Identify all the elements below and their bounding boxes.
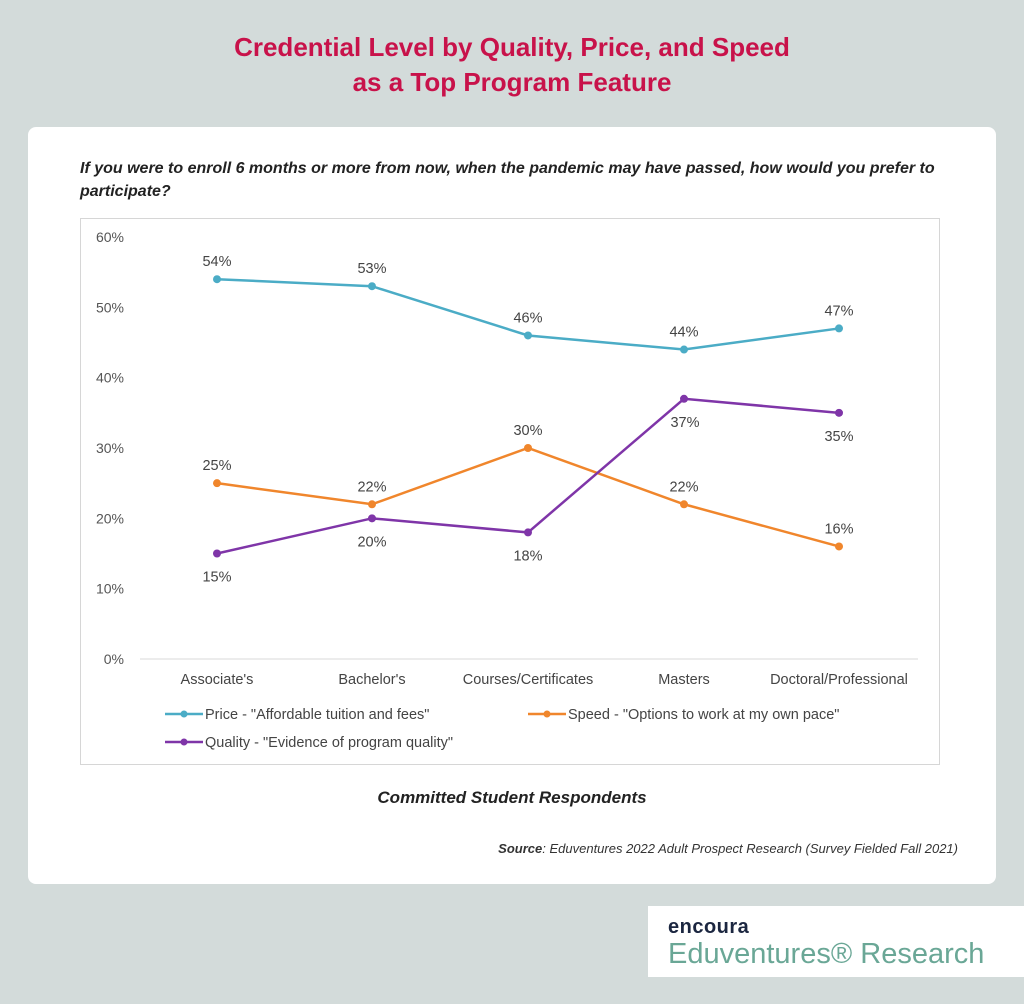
data-point [213,275,221,284]
y-tick-label: 20% [96,510,124,526]
chart-frame [80,218,940,765]
data-point [213,549,221,558]
data-label: 37% [670,415,699,431]
y-tick-label: 10% [96,581,124,597]
x-tick-label: Associate's [181,672,254,688]
legend-marker [180,710,188,718]
y-tick-label: 50% [96,299,124,315]
source-label: Source [498,841,543,856]
data-label: 22% [669,479,698,495]
page-title: Credential Level by Quality, Price, and … [0,30,1024,100]
data-label: 30% [513,423,542,439]
logo-brand: encoura [668,916,750,938]
y-tick-label: 30% [96,440,124,456]
data-point [368,514,376,523]
data-label: 54% [202,254,231,270]
x-tick-label: Courses/Certificates [463,672,594,688]
data-label: 53% [357,261,386,277]
data-point [524,444,532,452]
x-tick-label: Bachelor's [338,672,405,688]
y-tick-label: 40% [96,370,124,386]
title-line-2: as a Top Program Feature [352,67,672,97]
x-tick-label: Doctoral/Professional [770,672,908,688]
data-label: 15% [202,570,231,586]
data-point [835,542,843,551]
data-point [680,345,688,354]
data-point [368,500,376,509]
data-point [835,408,843,417]
chart-card [28,127,996,884]
y-tick-label: 0% [104,651,124,667]
x-tick-label: Masters [658,672,710,688]
eduventures-logo: encoura Eduventures® Research [648,906,1024,977]
title-line-1: Credential Level by Quality, Price, and … [234,32,790,62]
data-label: 22% [357,479,386,495]
survey-question: If you were to enroll 6 months or more f… [80,160,935,200]
data-label: 20% [357,534,386,550]
source-note: Source: Eduventures 2022 Adult Prospect … [498,841,958,856]
legend-marker [543,710,551,718]
legend-label: Quality - "Evidence of program quality" [205,735,453,751]
data-label: 16% [824,521,853,537]
legend-label: Speed - "Options to work at my own pace" [568,707,839,723]
data-point [680,500,688,509]
data-label: 47% [824,303,853,319]
source-text: : Eduventures 2022 Adult Prospect Resear… [542,841,958,856]
data-point [368,282,376,291]
logo-product: Eduventures® Research [668,938,985,970]
data-point [213,479,221,488]
legend-marker [180,738,188,746]
data-label: 35% [824,429,853,445]
data-label: 46% [513,310,542,326]
data-label: 44% [669,325,698,341]
data-point [524,528,532,537]
data-label: 25% [202,458,231,474]
data-point [524,331,532,340]
data-point [835,324,843,333]
data-label: 18% [513,548,542,564]
chart-caption: Committed Student Respondents [377,788,647,807]
y-tick-label: 60% [96,229,124,245]
data-point [680,394,688,403]
legend-label: Price - "Affordable tuition and fees" [205,707,429,723]
